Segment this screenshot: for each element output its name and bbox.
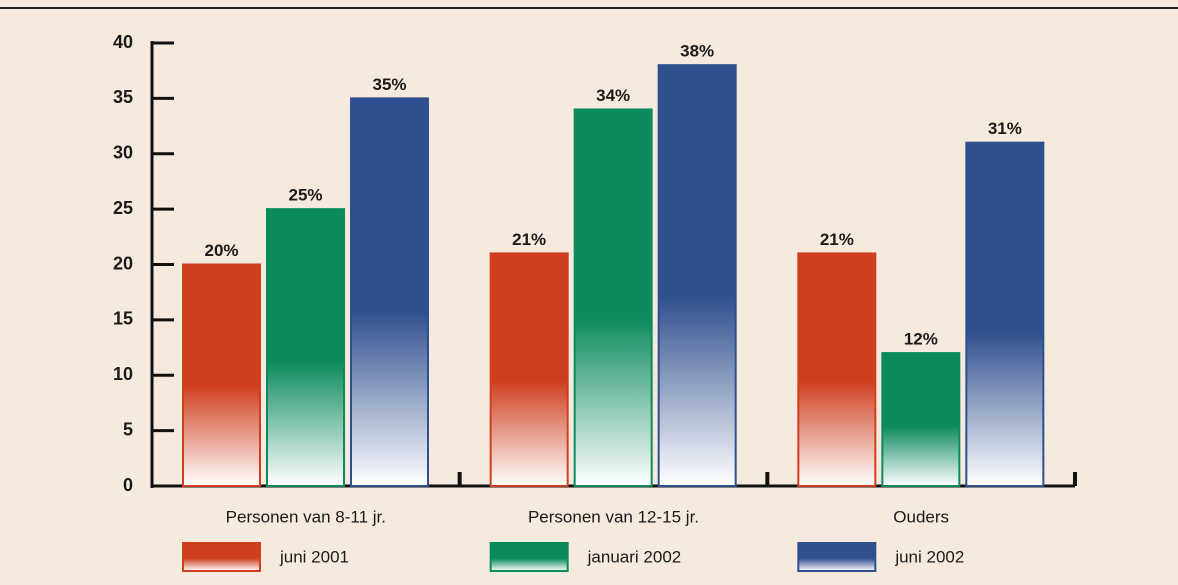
legend-swatch (489, 542, 569, 572)
value-label: 25% (288, 186, 322, 205)
bar (489, 252, 569, 487)
bar (881, 352, 961, 487)
y-tick-label: 40 (113, 32, 133, 52)
y-tick-label: 0 (123, 475, 133, 495)
legend-label: juni 2001 (279, 547, 349, 566)
bar (797, 252, 877, 487)
bar (965, 141, 1045, 488)
y-tick-label: 35 (113, 87, 133, 107)
x-tick-label: Ouders (893, 507, 949, 526)
bar (182, 263, 261, 487)
bar (573, 108, 653, 487)
value-label: 31% (988, 119, 1022, 138)
y-tick-label: 10 (113, 364, 133, 384)
y-tick-label: 15 (113, 309, 133, 329)
bar (266, 208, 345, 487)
value-label: 12% (904, 330, 938, 349)
y-tick-label: 30 (113, 143, 133, 163)
x-tick-label: Personen van 12-15 jr. (528, 507, 699, 526)
value-label: 20% (204, 241, 238, 260)
bar (350, 97, 429, 487)
legend-label: juni 2002 (894, 547, 964, 566)
bar (657, 64, 737, 488)
y-tick-label: 20 (113, 253, 133, 273)
legend-swatch (797, 542, 877, 572)
legend-label: januari 2002 (587, 547, 682, 566)
value-label: 38% (680, 42, 714, 61)
value-label: 21% (820, 230, 854, 249)
y-tick-label: 25 (113, 198, 133, 218)
legend-swatch (182, 542, 261, 572)
x-tick-label: Personen van 8-11 jr. (226, 507, 386, 526)
y-tick-label: 5 (123, 419, 133, 439)
value-label: 35% (372, 75, 406, 94)
value-label: 21% (512, 230, 546, 249)
value-label: 34% (596, 86, 630, 105)
